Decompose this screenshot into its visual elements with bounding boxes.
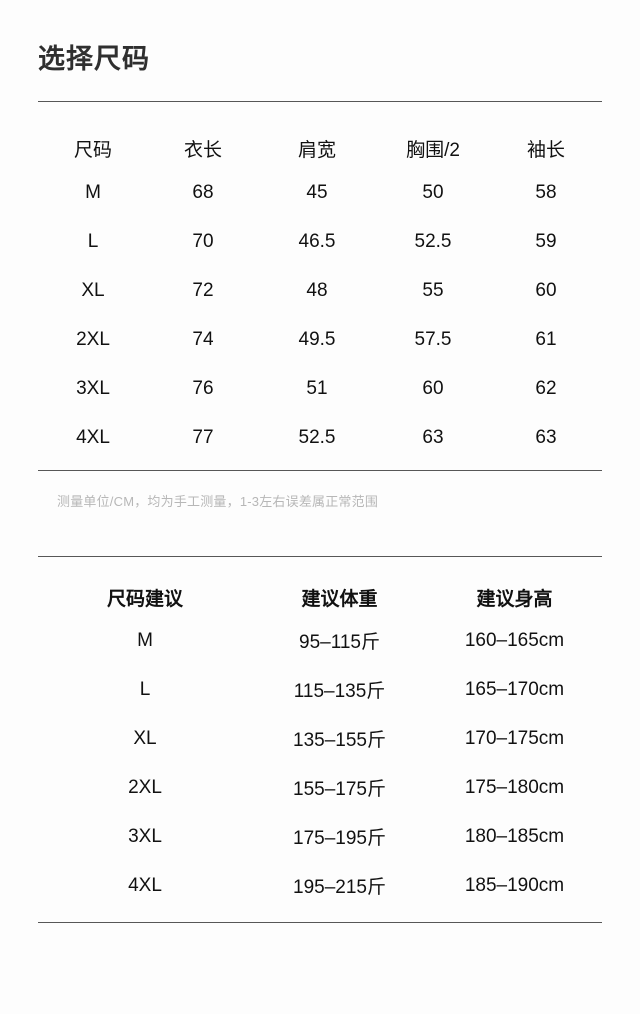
cell-size: L: [139, 678, 151, 700]
cell-size: 2XL: [128, 776, 162, 798]
column-header-shoulder: 肩宽: [297, 139, 336, 161]
table-row: 4XL 77 52.5 63 63: [38, 413, 602, 462]
cell-sleeve: 60: [535, 279, 557, 301]
cell-weight: 195–215斤: [293, 877, 386, 898]
cell-sleeve: 58: [535, 181, 557, 203]
cell-bust: 60: [422, 377, 444, 399]
cell-height: 175–180cm: [464, 776, 565, 798]
cell-length: 76: [192, 377, 214, 399]
divider-below-size-table: [38, 470, 602, 471]
cell-shoulder: 46.5: [298, 230, 336, 252]
column-header-size: 尺码: [73, 139, 112, 161]
cell-length: 68: [192, 181, 214, 203]
page-title: 选择尺码: [38, 44, 150, 74]
cell-bust: 55: [422, 279, 444, 301]
column-header-recommended-size: 尺码建议: [106, 588, 183, 610]
cell-sleeve: 62: [535, 377, 557, 399]
cell-bust: 57.5: [414, 328, 452, 350]
table-row: XL 135–155斤 170–175cm: [38, 714, 602, 763]
table-row: M 95–115斤 160–165cm: [38, 616, 602, 665]
table-row: L 115–135斤 165–170cm: [38, 665, 602, 714]
cell-weight: 135–155斤: [293, 730, 386, 751]
cell-size: 3XL: [128, 825, 162, 847]
cell-height: 165–170cm: [464, 678, 565, 700]
table-row: XL 72 48 55 60: [38, 266, 602, 315]
cell-length: 70: [192, 230, 214, 252]
table-row: 2XL 155–175斤 175–180cm: [38, 763, 602, 812]
table-row: L 70 46.5 52.5 59: [38, 217, 602, 266]
size-recommendation-table: 尺码建议 建议体重 建议身高 M 95–115斤 160–165cm L 115…: [38, 578, 602, 910]
cell-height: 180–185cm: [464, 825, 565, 847]
cell-size: XL: [81, 279, 105, 301]
cell-height: 160–165cm: [464, 629, 565, 651]
column-header-length: 衣长: [183, 139, 222, 161]
cell-length: 72: [192, 279, 214, 301]
table-row: 2XL 74 49.5 57.5 61: [38, 315, 602, 364]
cell-length: 77: [192, 426, 214, 448]
divider-under-title: [38, 101, 602, 102]
measurement-note: 测量单位/CM，均为手工测量，1-3左右误差属正常范围: [57, 494, 379, 509]
cell-size: 4XL: [128, 874, 162, 896]
cell-sleeve: 59: [535, 230, 557, 252]
cell-size: XL: [133, 727, 157, 749]
cell-bust: 50: [422, 181, 444, 203]
cell-size: 3XL: [76, 377, 110, 399]
cell-weight: 115–135斤: [293, 681, 386, 702]
cell-height: 170–175cm: [464, 727, 565, 749]
cell-weight: 175–195斤: [293, 828, 386, 849]
cell-shoulder: 49.5: [298, 328, 336, 350]
cell-size: L: [87, 230, 99, 252]
column-header-recommended-weight: 建议体重: [301, 588, 378, 610]
cell-size: M: [85, 181, 101, 203]
column-header-bust: 胸围/2: [406, 139, 460, 161]
size-measurement-table: 尺码 衣长 肩宽 胸围/2 袖长 M 68 45 50 58 L 70 46.5…: [38, 128, 602, 462]
cell-height: 185–190cm: [464, 874, 565, 896]
cell-shoulder: 51: [306, 377, 328, 399]
cell-size: 4XL: [76, 426, 110, 448]
divider-below-recommend-table: [38, 922, 602, 923]
cell-bust: 52.5: [414, 230, 452, 252]
cell-shoulder: 48: [306, 279, 328, 301]
cell-bust: 63: [422, 426, 444, 448]
cell-size: 2XL: [76, 328, 110, 350]
column-header-recommended-height: 建议身高: [476, 588, 553, 610]
divider-above-recommend-table: [38, 556, 602, 557]
cell-weight: 155–175斤: [293, 779, 386, 800]
table-header-row: 尺码 衣长 肩宽 胸围/2 袖长: [38, 128, 602, 168]
cell-weight: 95–115斤: [299, 632, 380, 653]
table-row: 3XL 76 51 60 62: [38, 364, 602, 413]
table-row: 3XL 175–195斤 180–185cm: [38, 812, 602, 861]
cell-size: M: [137, 629, 153, 651]
cell-sleeve: 61: [535, 328, 557, 350]
table-row: 4XL 195–215斤 185–190cm: [38, 861, 602, 910]
cell-sleeve: 63: [535, 426, 557, 448]
table-header-row: 尺码建议 建议体重 建议身高: [38, 578, 602, 616]
table-row: M 68 45 50 58: [38, 168, 602, 217]
cell-length: 74: [192, 328, 214, 350]
cell-shoulder: 45: [306, 181, 328, 203]
cell-shoulder: 52.5: [298, 426, 336, 448]
column-header-sleeve: 袖长: [526, 139, 565, 161]
